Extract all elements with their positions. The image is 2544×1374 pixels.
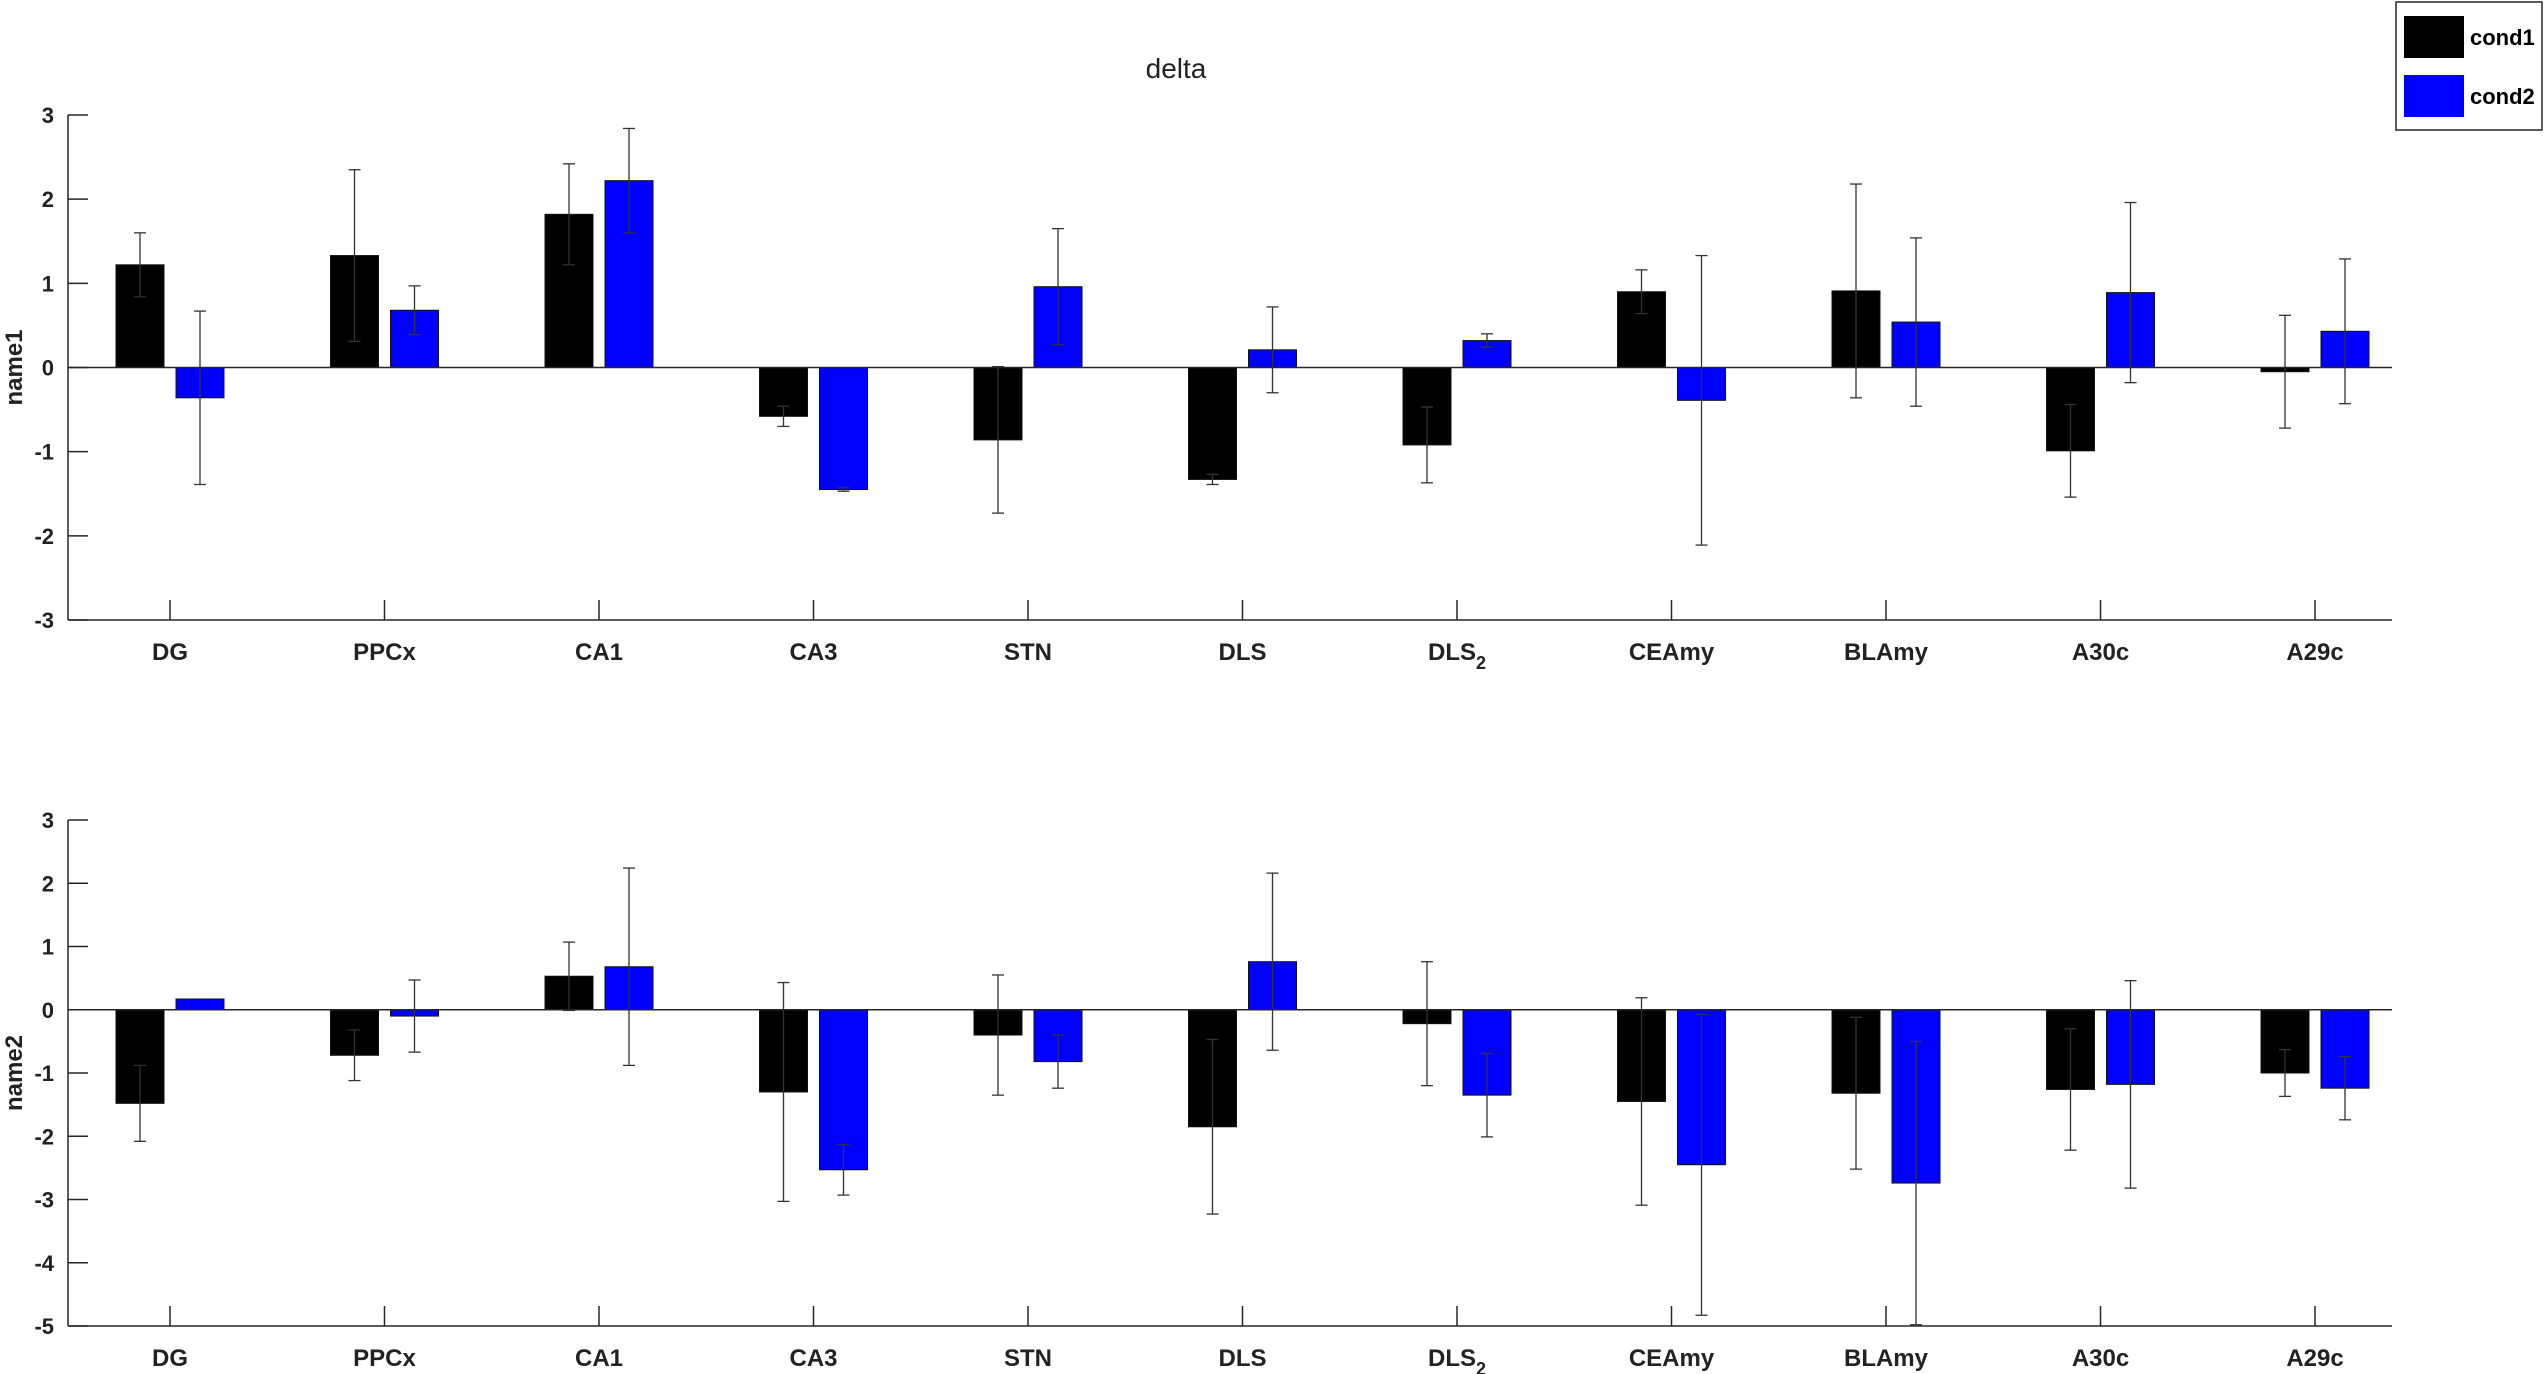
x-tick-label: DLS2 bbox=[1428, 639, 1486, 673]
chart-title: delta bbox=[1146, 53, 1207, 84]
x-tick-label: CA3 bbox=[789, 639, 837, 666]
y-tick-label: 1 bbox=[42, 271, 54, 296]
x-tick-label: BLAmy bbox=[1844, 1345, 1929, 1372]
y-tick-label: -1 bbox=[34, 1061, 54, 1086]
legend: cond1 cond2 bbox=[2395, 1, 2543, 131]
y-tick-label: 1 bbox=[42, 935, 54, 960]
y-tick-label: 0 bbox=[42, 998, 54, 1023]
y-tick-label: 2 bbox=[42, 187, 54, 212]
x-tick-label: DLS bbox=[1219, 1345, 1267, 1372]
bar-cond2 bbox=[819, 1009, 868, 1171]
bar-cond2 bbox=[819, 367, 868, 491]
x-tick-label: DLS2 bbox=[1428, 1345, 1486, 1374]
x-tick-label: CA1 bbox=[575, 1345, 623, 1372]
x-tick-label: A30c bbox=[2072, 1345, 2129, 1372]
y-tick-label: -2 bbox=[34, 524, 54, 549]
x-tick-label: A29c bbox=[2286, 1345, 2343, 1372]
y-tick-label: 3 bbox=[42, 103, 54, 128]
legend-swatch-cond2 bbox=[2404, 75, 2464, 117]
legend-label-cond1: cond1 bbox=[2470, 25, 2535, 50]
x-tick-label: DLS bbox=[1219, 639, 1267, 666]
y-tick-label: 0 bbox=[42, 356, 54, 381]
x-tick-label: PPCx bbox=[353, 639, 416, 666]
x-tick-label: STN bbox=[1004, 639, 1052, 666]
legend-label-cond2: cond2 bbox=[2470, 84, 2535, 109]
x-tick-label: DG bbox=[152, 1345, 188, 1372]
y-tick-label: 2 bbox=[42, 871, 54, 896]
y-tick-label: -2 bbox=[34, 1124, 54, 1149]
x-tick-label: STN bbox=[1004, 1345, 1052, 1372]
y-tick-label: -3 bbox=[34, 1188, 54, 1213]
x-tick-label: CA1 bbox=[575, 639, 623, 666]
x-tick-label: A29c bbox=[2286, 639, 2343, 666]
y-tick-label: -3 bbox=[34, 608, 54, 633]
x-tick-label: CA3 bbox=[789, 1345, 837, 1372]
y-tick-label: -5 bbox=[34, 1314, 54, 1339]
x-tick-label: CEAmy bbox=[1629, 639, 1715, 666]
y-tick-label: 3 bbox=[42, 808, 54, 833]
x-tick-label: DG bbox=[152, 639, 188, 666]
y-axis-label: name1 bbox=[1, 329, 28, 405]
x-tick-label: CEAmy bbox=[1629, 1345, 1715, 1372]
x-tick-label: BLAmy bbox=[1844, 639, 1929, 666]
panel-name1: 3 2 1 0 -1 -2 -3 name1 DG PPCx CA1 CA3 STN DLS DLS2 CEA… bbox=[1, 103, 2392, 673]
y-axis-label: name2 bbox=[1, 1035, 28, 1111]
legend-swatch-cond1 bbox=[2404, 16, 2464, 58]
y-tick-label: -1 bbox=[34, 440, 54, 465]
y-tick-label: -4 bbox=[34, 1251, 54, 1276]
bar-cond2 bbox=[175, 998, 225, 1011]
x-tick-label: A30c bbox=[2072, 639, 2129, 666]
bar-cond1 bbox=[1188, 367, 1237, 480]
bar-cond2 bbox=[390, 309, 439, 368]
x-tick-label: PPCx bbox=[353, 1345, 416, 1372]
panel-name2: 3 2 1 0 -1 -2 -3 -4 -5 name2 DG PPCx CA1 CA3 STN DLS DLS… bbox=[1, 808, 2392, 1374]
